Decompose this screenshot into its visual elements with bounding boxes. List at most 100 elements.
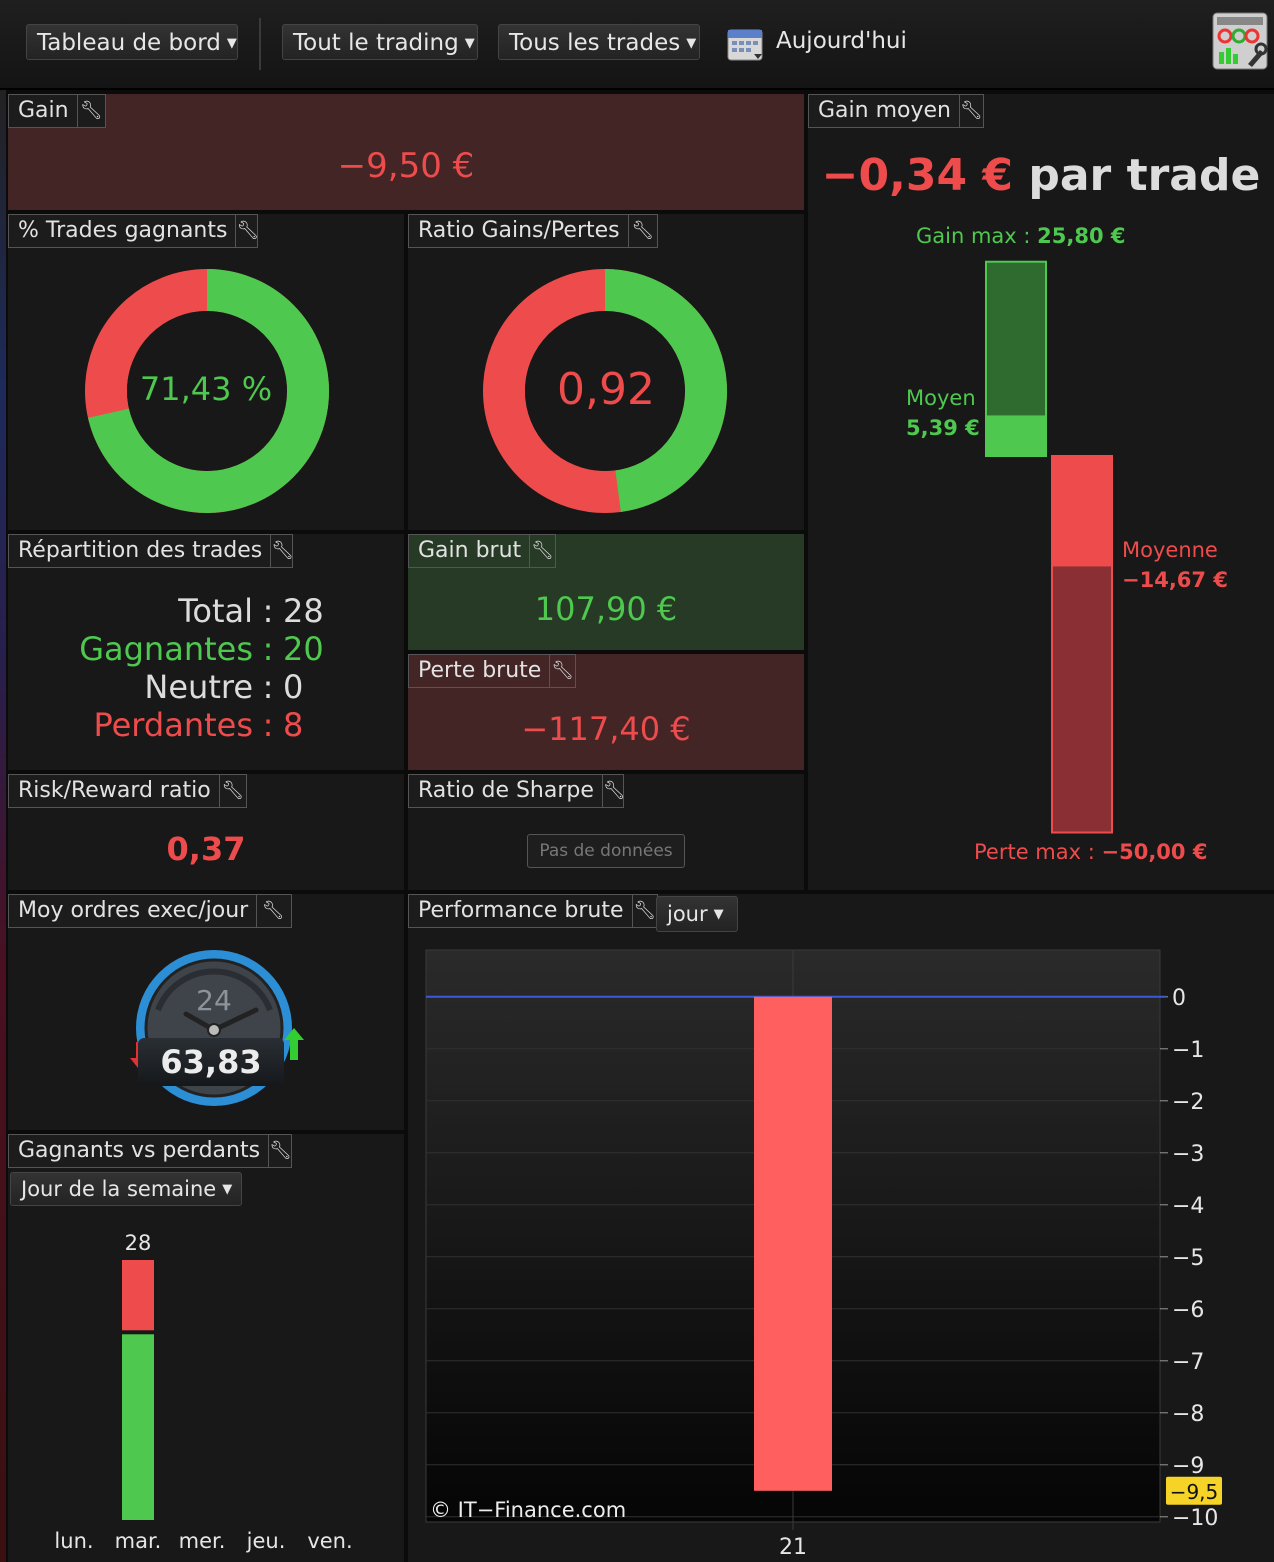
wrench-icon[interactable]: 🔧︎ — [601, 775, 626, 807]
all-trading-dropdown[interactable]: Tout le trading ▼ — [282, 24, 478, 60]
chevron-down-icon: ▼ — [226, 35, 237, 51]
perf-chart: 0 −1 −2 −3 −4 −5 −6 −7 −8 −9 −10 21 −9,5 — [425, 949, 1222, 1560]
donut-gain-arc — [483, 269, 727, 513]
winlose-panel: Gagnants vs perdants 🔧︎ Jour de la semain… — [8, 1134, 404, 1562]
split-panel: Répartition des trades 🔧︎ Total:28 Gagnan… — [8, 534, 404, 770]
gross-gain-title: Gain brut 🔧︎ — [408, 534, 556, 568]
sharpe-panel: Ratio de Sharpe 🔧︎ Pas de données — [408, 774, 804, 890]
gain-panel: Gain 🔧︎ −9,50 € — [8, 94, 804, 210]
ratio-panel: Ratio Gains/Pertes 🔧︎ 0,92 — [408, 214, 804, 530]
winlose-title-text: Gagnants vs perdants — [18, 1138, 261, 1163]
avg-gain-bars — [985, 260, 1113, 834]
avg-gain-headline: −0,34 € par trade — [808, 150, 1274, 201]
split-title: Répartition des trades 🔧︎ — [8, 534, 294, 568]
weekday-dropdown[interactable]: Jour de la semaine ▼ — [10, 1172, 242, 1206]
today-label[interactable]: Aujourd'hui — [776, 28, 907, 54]
perf-title: Performance brute 🔧︎ — [408, 894, 658, 928]
risk-reward-title-text: Risk/Reward ratio — [18, 778, 211, 803]
win-pct-donut — [85, 269, 329, 513]
avg-win-label-text: Moyen — [906, 386, 976, 410]
risk-reward-panel: Risk/Reward ratio 🔧︎ 0,37 — [8, 774, 404, 890]
y-tick-label: −5 — [1172, 1246, 1204, 1271]
avg-gain-panel: Gain moyen 🔧︎ −0,34 € par trade Gain max … — [808, 94, 1274, 890]
y-tick-label: −3 — [1172, 1142, 1204, 1167]
all-trades-label: Tous les trades — [509, 30, 681, 56]
gross-loss-title-text: Perte brute — [418, 658, 542, 683]
win-pct-panel: % Trades gagnants 🔧︎ 71,43 % — [8, 214, 404, 530]
copyright-label: © IT−Finance.com — [430, 1498, 627, 1522]
dashboard-settings-icon[interactable] — [1212, 12, 1270, 72]
ratio-title: Ratio Gains/Pertes 🔧︎ — [408, 214, 658, 248]
gross-loss-panel: Perte brute 🔧︎ −117,40 € — [408, 654, 804, 770]
perf-panel: Performance brute 🔧︎ jour ▼ 0 −1 −2 −3 −4 −5 −6 −… — [408, 894, 1274, 1562]
wrench-icon[interactable]: 🔧︎ — [218, 775, 246, 807]
chevron-down-icon: ▼ — [713, 907, 724, 922]
perf-bar — [754, 996, 832, 1491]
avg-gain-title-text: Gain moyen — [818, 98, 951, 123]
split-title-text: Répartition des trades — [18, 538, 263, 563]
orders-value: 63,83 — [138, 1038, 284, 1086]
max-loss-value: −50,00 € — [1101, 840, 1208, 864]
period-dropdown-label: jour — [667, 902, 708, 926]
avg-loss-bar — [1052, 456, 1112, 567]
split-rows: Total:28 Gagnantes:20 Neutre:0 Perdantes… — [8, 592, 404, 744]
win-pct-value: 71,43 % — [139, 370, 273, 408]
chevron-down-icon: ▼ — [464, 35, 475, 51]
wrench-icon[interactable]: 🔧︎ — [76, 95, 105, 127]
win-pct-title-text: % Trades gagnants — [18, 218, 228, 243]
winners-bar — [122, 1334, 154, 1520]
wrench-icon[interactable]: 🔧︎ — [235, 215, 259, 247]
wrench-icon[interactable]: 🔧︎ — [549, 655, 575, 687]
winlose-chart: lun. mar. 28 mer. jeu. ven. — [54, 1231, 352, 1553]
wrench-icon[interactable]: 🔧︎ — [256, 895, 289, 927]
wrench-icon[interactable]: 🔧︎ — [631, 895, 657, 927]
period-dropdown[interactable]: jour ▼ — [656, 896, 738, 932]
wrench-icon[interactable]: 🔧︎ — [268, 1135, 292, 1167]
x-tick-label: 21 — [779, 1535, 807, 1560]
total-label: 28 — [125, 1231, 152, 1255]
wrench-icon[interactable]: 🔧︎ — [270, 535, 294, 567]
weekday-dropdown-label: Jour de la semaine — [21, 1177, 217, 1201]
orders-title: Moy ordres exec/jour 🔧︎ — [8, 894, 292, 928]
gross-loss-value: −117,40 € — [521, 710, 691, 748]
donut-win-arc — [85, 269, 329, 513]
all-trading-label: Tout le trading — [293, 30, 459, 56]
perf-title-text: Performance brute — [418, 898, 624, 923]
dashboard-dropdown[interactable]: Tableau de bord ▼ — [26, 24, 238, 60]
wrench-icon[interactable]: 🔧︎ — [529, 535, 555, 567]
gain-title-text: Gain — [18, 98, 69, 123]
ratio-title-text: Ratio Gains/Pertes — [418, 218, 620, 243]
value-marker — [1166, 1476, 1222, 1505]
all-trades-dropdown[interactable]: Tous les trades ▼ — [498, 24, 700, 60]
split-row-winners: Gagnantes:20 — [79, 630, 324, 668]
weekday-label: mer. — [179, 1529, 226, 1553]
value-marker-label: −9,5 — [1170, 1480, 1219, 1504]
chevron-down-icon: ▼ — [222, 1182, 233, 1197]
winlose-title: Gagnants vs perdants 🔧︎ — [8, 1134, 292, 1168]
gain-value: −9,50 € — [337, 146, 475, 186]
y-tick-label: −9 — [1172, 1454, 1204, 1479]
ratio-value: 0,92 — [557, 364, 655, 415]
chevron-down-icon: ▼ — [686, 35, 697, 51]
split-row-total: Total:28 — [178, 592, 324, 630]
toolbar: Tableau de bord ▼ Tout le trading ▼ Tous l… — [0, 0, 1274, 90]
calendar-icon[interactable] — [726, 24, 766, 64]
y-tick-label: −4 — [1172, 1194, 1204, 1219]
risk-reward-title: Risk/Reward ratio 🔧︎ — [8, 774, 247, 808]
weekday-label: ven. — [307, 1529, 352, 1553]
wrench-icon[interactable]: 🔧︎ — [958, 95, 983, 127]
losers-bar — [122, 1260, 154, 1331]
gross-gain-panel: Gain brut 🔧︎ 107,90 € — [408, 534, 804, 650]
gross-gain-title-text: Gain brut — [418, 538, 522, 563]
max-gain-label: Gain max : 25,80 € — [916, 224, 1126, 248]
weekday-label: jeu. — [246, 1529, 286, 1553]
orders-panel: Moy ordres exec/jour 🔧︎ 24 63,83 — [8, 894, 404, 1130]
sharpe-title: Ratio de Sharpe 🔧︎ — [408, 774, 626, 808]
split-row-neutral: Neutre:0 — [144, 668, 304, 706]
y-tick-label: −10 — [1172, 1506, 1218, 1531]
wrench-icon[interactable]: 🔧︎ — [627, 215, 657, 247]
y-tick-label: 0 — [1172, 986, 1186, 1011]
avg-loss-label: Moyenne −14,67 € — [1122, 538, 1228, 592]
no-data-button: Pas de données — [527, 834, 685, 868]
sharpe-title-text: Ratio de Sharpe — [418, 778, 594, 803]
